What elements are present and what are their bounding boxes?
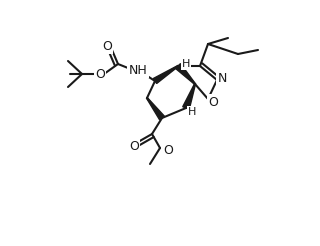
Polygon shape xyxy=(147,98,164,120)
Text: O: O xyxy=(129,139,139,153)
Polygon shape xyxy=(175,64,196,84)
Text: N: N xyxy=(217,72,227,84)
Text: O: O xyxy=(163,143,173,156)
Text: O: O xyxy=(95,67,105,80)
Text: H: H xyxy=(182,59,190,69)
Polygon shape xyxy=(183,84,196,109)
Polygon shape xyxy=(153,66,178,83)
Text: H: H xyxy=(188,107,196,117)
Text: NH: NH xyxy=(129,63,148,77)
Text: O: O xyxy=(208,95,218,108)
Text: O: O xyxy=(102,40,112,52)
